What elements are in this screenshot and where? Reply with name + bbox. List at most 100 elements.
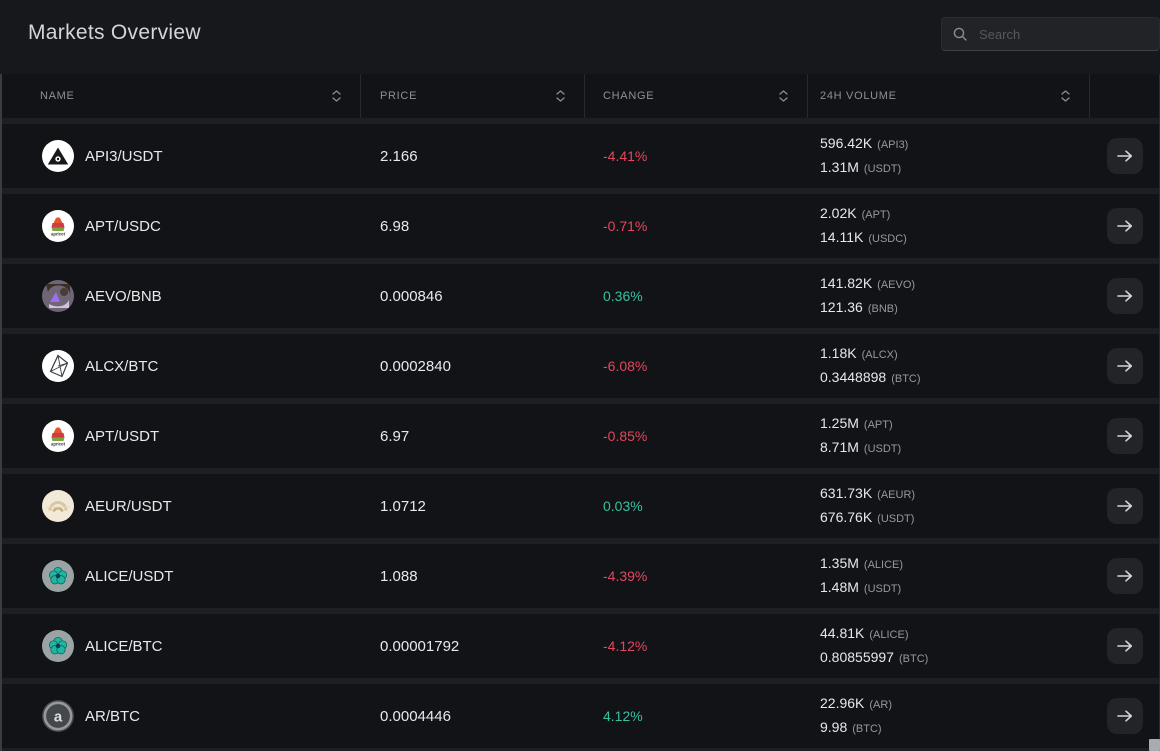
market-row[interactable]: AEUR/USDT 1.0712 0.03% 631.73K (AEUR) 67…	[2, 474, 1159, 538]
arrow-right-icon	[1117, 360, 1133, 372]
arweave-logo-icon: a	[42, 700, 74, 732]
volume-base-unit: (AEUR)	[877, 488, 916, 501]
change-value: 0.36%	[603, 288, 643, 304]
volume-quote-unit: (USDT)	[863, 442, 902, 455]
market-row[interactable]: ALICE/USDT 1.088 -4.39% 1.35M (ALICE) 1.…	[2, 544, 1159, 608]
volume-quote-unit: (USDT)	[877, 512, 915, 525]
market-row[interactable]: a AR/BTC 0.0004446 4.12% 22.96K (AR) 9.9…	[2, 684, 1159, 748]
volume-quote-unit: (BNB)	[867, 302, 898, 315]
change-value: -4.12%	[603, 638, 648, 654]
volume-quote-value: 1.48M	[820, 578, 859, 595]
aeur-logo-icon	[42, 490, 74, 522]
volume-quote-value: 0.3448898	[820, 368, 887, 385]
volume-quote-value: 9.98	[820, 718, 848, 735]
markets-table: NAME PRICE CHANGE 24H VOLUME	[2, 74, 1159, 751]
column-label: NAME	[40, 90, 75, 102]
volume-quote-value: 8.71M	[820, 438, 859, 455]
column-header[interactable]: PRICE	[361, 74, 585, 118]
price-value: 1.0712	[380, 497, 426, 515]
sort-icon[interactable]	[1061, 90, 1070, 102]
volume-base-value: 44.81K	[820, 624, 865, 641]
market-row[interactable]: ALCX/BTC 0.0002840 -6.08% 1.18K (ALCX) 0…	[2, 334, 1159, 398]
search-icon	[953, 27, 967, 41]
volume-quote-value: 1.31M	[820, 158, 859, 175]
open-market-button[interactable]	[1107, 278, 1143, 314]
open-market-button[interactable]	[1107, 138, 1143, 174]
svg-text:a: a	[54, 709, 63, 726]
arrow-right-icon	[1117, 150, 1133, 162]
market-pair-label: AR/BTC	[85, 707, 141, 725]
market-row[interactable]: AEVO/BNB 0.000846 0.36% 141.82K (AEVO) 1…	[2, 264, 1159, 328]
column-header[interactable]	[1090, 74, 1160, 118]
volume-base-unit: (AEVO)	[877, 278, 916, 291]
apricot-logo-icon: apricot	[42, 420, 74, 452]
column-header[interactable]: NAME	[2, 74, 361, 118]
table-header-row: NAME PRICE CHANGE 24H VOLUME	[2, 74, 1159, 118]
api3-logo-icon	[42, 140, 74, 172]
price-value: 6.97	[380, 427, 410, 445]
open-market-button[interactable]	[1107, 208, 1143, 244]
price-value: 0.0004446	[380, 707, 451, 725]
market-pair-label: ALCX/BTC	[85, 357, 159, 375]
volume-base-unit: (API3)	[877, 138, 909, 151]
price-value: 2.166	[380, 147, 418, 165]
market-row[interactable]: API3/USDT 2.166 -4.41% 596.42K (API3) 1.…	[2, 124, 1159, 188]
open-market-button[interactable]	[1107, 418, 1143, 454]
change-value: -4.41%	[603, 148, 648, 164]
open-market-button[interactable]	[1107, 698, 1143, 734]
alchemix-logo-icon	[42, 350, 74, 382]
arrow-right-icon	[1117, 430, 1133, 442]
aevo-logo-icon	[42, 280, 74, 312]
column-label: PRICE	[380, 90, 418, 102]
open-market-button[interactable]	[1107, 628, 1143, 664]
market-row[interactable]: ALICE/BTC 0.00001792 -4.12% 44.81K (ALIC…	[2, 614, 1159, 678]
change-value: -4.39%	[603, 568, 648, 584]
market-pair-label: API3/USDT	[85, 147, 163, 165]
open-market-button[interactable]	[1107, 558, 1143, 594]
volume-quote-value: 676.76K	[820, 508, 873, 525]
volume-quote-value: 121.36	[820, 298, 863, 315]
arrow-right-icon	[1117, 710, 1133, 722]
volume-base-unit: (ALICE)	[869, 628, 909, 641]
change-value: -0.71%	[603, 218, 648, 234]
open-market-button[interactable]	[1107, 348, 1143, 384]
change-value: 4.12%	[603, 708, 643, 724]
sort-icon[interactable]	[556, 90, 565, 102]
column-header[interactable]: CHANGE	[585, 74, 808, 118]
column-header[interactable]: 24H VOLUME	[808, 74, 1090, 118]
volume-base-unit: (ALICE)	[863, 558, 904, 571]
change-value: -6.08%	[603, 358, 648, 374]
svg-text:apricot: apricot	[51, 232, 66, 237]
price-value: 0.0002840	[380, 357, 451, 375]
search-input[interactable]	[977, 25, 1149, 43]
market-row[interactable]: apricot APT/USDC 6.98 -0.71% 2.02K (APT)…	[2, 194, 1159, 258]
apricot-logo-icon: apricot	[42, 210, 74, 242]
search-box[interactable]	[941, 17, 1160, 51]
arrow-right-icon	[1117, 640, 1133, 652]
market-pair-label: APT/USDT	[85, 427, 160, 445]
volume-quote-unit: (USDT)	[863, 582, 902, 595]
change-value: 0.03%	[603, 498, 643, 514]
volume-quote-unit: (USDT)	[863, 162, 902, 175]
volume-base-unit: (AR)	[869, 698, 892, 711]
volume-quote-unit: (BTC)	[898, 652, 929, 665]
arrow-right-icon	[1117, 570, 1133, 582]
volume-quote-value: 14.11K	[820, 228, 864, 245]
market-pair-label: AEVO/BNB	[85, 287, 162, 305]
alice-logo-icon	[42, 630, 74, 662]
market-row[interactable]: apricot APT/USDT 6.97 -0.85% 1.25M (APT)…	[2, 404, 1159, 468]
price-value: 0.00001792	[380, 637, 460, 655]
open-market-button[interactable]	[1107, 488, 1143, 524]
svg-text:apricot: apricot	[51, 442, 66, 447]
volume-base-value: 1.35M	[820, 554, 859, 571]
volume-base-value: 631.73K	[820, 484, 873, 501]
scrollbar-thumb[interactable]	[1149, 739, 1160, 751]
sort-icon[interactable]	[779, 90, 788, 102]
arrow-right-icon	[1117, 290, 1133, 302]
sort-icon[interactable]	[332, 90, 341, 102]
volume-quote-unit: (USDC)	[868, 232, 907, 245]
volume-quote-unit: (BTC)	[891, 372, 921, 385]
page-title: Markets Overview	[28, 21, 201, 44]
volume-base-value: 1.18K	[820, 344, 857, 361]
